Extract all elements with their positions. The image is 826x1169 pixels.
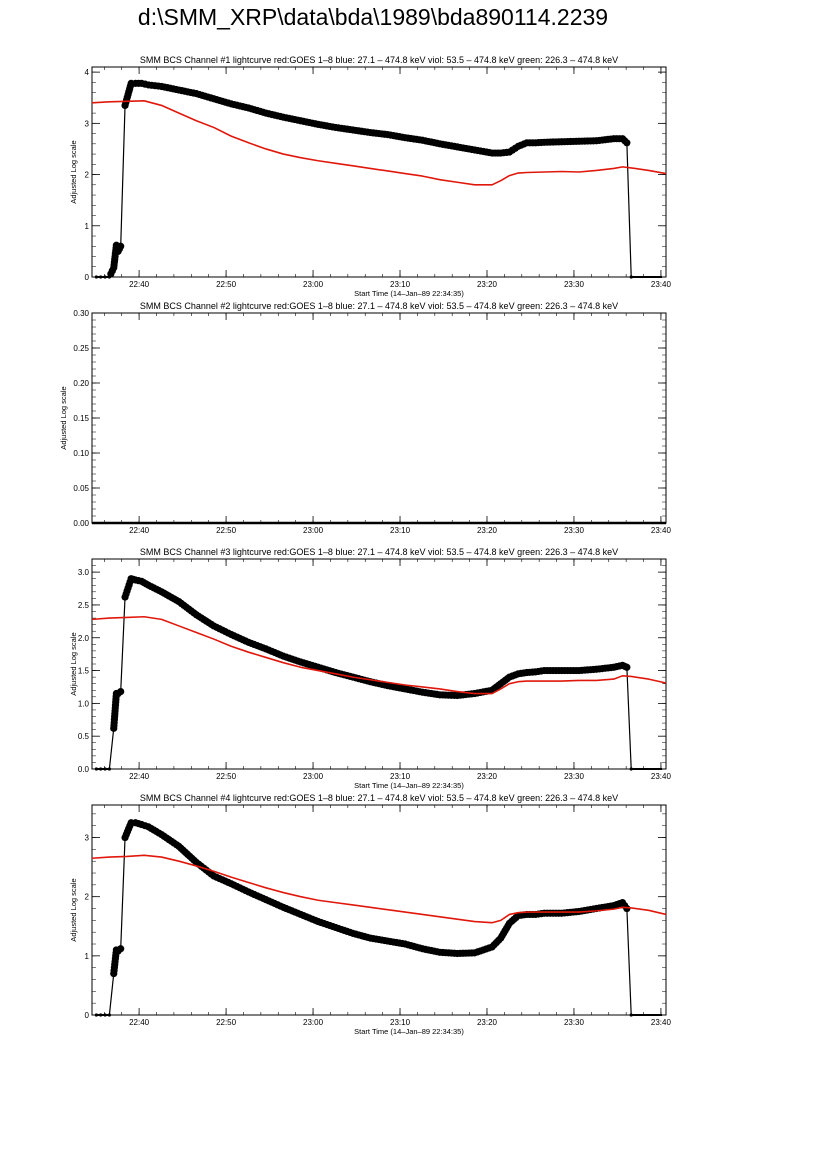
- x-tick-label-1-4: 23:20: [477, 280, 498, 289]
- x-tick-label-2-0: 22:40: [129, 526, 150, 535]
- x-tick-label-1-5: 23:30: [564, 280, 585, 289]
- series-line-4-0: [96, 822, 632, 1016]
- y-tick-label-3-1: 0.5: [78, 732, 90, 741]
- y-tick-label-3-5: 2.5: [78, 601, 90, 610]
- data-point: [117, 945, 125, 953]
- chart-panel-3: SMM BCS Channel #3 lightcurve red:GOES 1…: [69, 547, 671, 790]
- chart-panel-4: SMM BCS Channel #4 lightcurve red:GOES 1…: [69, 793, 671, 1036]
- y-tick-label-4-0: 0: [85, 1011, 90, 1020]
- x-tick-label-1-0: 22:40: [129, 280, 150, 289]
- y-tick-label-2-0: 0.00: [73, 519, 89, 528]
- x-axis-label-1: Start Time (14–Jan–89 22:34:35): [354, 289, 464, 298]
- y-tick-label-3-3: 1.5: [78, 667, 90, 676]
- x-tick-label-2-6: 23:40: [651, 526, 672, 535]
- series-line-1-1: [91, 100, 667, 186]
- chart-title-1: SMM BCS Channel #1 lightcurve red:GOES 1…: [140, 55, 618, 65]
- x-tick-label-2-1: 22:50: [216, 526, 237, 535]
- chart-panel-2: SMM BCS Channel #2 lightcurve red:GOES 1…: [59, 301, 671, 535]
- y-axis-label-2: Adjusted Log scale: [59, 386, 68, 449]
- x-tick-label-4-5: 23:30: [564, 1018, 585, 1027]
- x-tick-label-2-2: 23:00: [303, 526, 324, 535]
- plot-frame-2: [91, 312, 667, 524]
- y-tick-label-3-4: 2.0: [78, 634, 90, 643]
- x-tick-label-1-1: 22:50: [216, 280, 237, 289]
- x-tick-label-2-5: 23:30: [564, 526, 585, 535]
- x-tick-label-1-3: 23:10: [390, 280, 411, 289]
- y-tick-label-1-1: 1: [85, 222, 90, 231]
- x-tick-label-3-4: 23:20: [477, 772, 498, 781]
- x-tick-label-3-2: 23:00: [303, 772, 324, 781]
- y-tick-label-3-2: 1.0: [78, 699, 90, 708]
- y-tick-label-4-3: 3: [85, 834, 90, 843]
- plot-frame-4: [91, 804, 667, 1016]
- x-tick-label-3-1: 22:50: [216, 772, 237, 781]
- y-tick-label-2-3: 0.15: [73, 414, 89, 423]
- y-tick-label-2-6: 0.30: [73, 309, 89, 318]
- chart-title-4: SMM BCS Channel #4 lightcurve red:GOES 1…: [140, 793, 618, 803]
- y-axis-label-4: Adjusted Log scale: [69, 878, 78, 941]
- y-tick-label-1-0: 0: [85, 273, 90, 282]
- series-line-3-1: [91, 615, 667, 695]
- x-tick-label-4-2: 23:00: [303, 1018, 324, 1027]
- x-tick-label-3-6: 23:40: [651, 772, 672, 781]
- x-tick-label-4-6: 23:40: [651, 1018, 672, 1027]
- y-tick-label-1-2: 2: [85, 171, 90, 180]
- x-tick-label-3-5: 23:30: [564, 772, 585, 781]
- x-tick-label-4-0: 22:40: [129, 1018, 150, 1027]
- chart-title-3: SMM BCS Channel #3 lightcurve red:GOES 1…: [140, 547, 618, 557]
- data-point: [623, 663, 631, 671]
- data-point: [117, 242, 125, 250]
- y-tick-label-2-1: 0.05: [73, 484, 89, 493]
- y-tick-label-2-2: 0.10: [73, 449, 89, 458]
- y-tick-label-1-4: 4: [85, 68, 90, 77]
- y-tick-label-4-2: 2: [85, 893, 90, 902]
- y-tick-label-2-5: 0.25: [73, 344, 89, 353]
- x-tick-label-2-4: 23:20: [477, 526, 498, 535]
- data-point: [623, 139, 631, 147]
- chart-panel-1: SMM BCS Channel #1 lightcurve red:GOES 1…: [69, 55, 671, 298]
- y-tick-label-4-1: 1: [85, 952, 90, 961]
- x-tick-label-2-3: 23:10: [390, 526, 411, 535]
- y-axis-label-1: Adjusted Log scale: [69, 140, 78, 203]
- x-tick-label-4-3: 23:10: [390, 1018, 411, 1027]
- y-tick-label-2-4: 0.20: [73, 379, 89, 388]
- chart-title-2: SMM BCS Channel #2 lightcurve red:GOES 1…: [140, 301, 618, 311]
- page-title: d:\SMM_XRP\data\bda\1989\bda890114.2239: [137, 4, 609, 30]
- x-tick-label-4-1: 22:50: [216, 1018, 237, 1027]
- y-axis-label-3: Adjusted Log scale: [69, 632, 78, 695]
- y-tick-label-1-3: 3: [85, 119, 90, 128]
- y-tick-label-3-0: 0.0: [78, 765, 90, 774]
- data-point: [117, 687, 125, 696]
- plot-frame-1: [91, 66, 667, 278]
- x-axis-label-3: Start Time (14–Jan–89 22:34:35): [354, 781, 464, 790]
- x-axis-label-4: Start Time (14–Jan–89 22:34:35): [354, 1027, 464, 1036]
- x-tick-label-1-6: 23:40: [651, 280, 672, 289]
- x-tick-label-4-4: 23:20: [477, 1018, 498, 1027]
- x-tick-label-1-2: 23:00: [303, 280, 324, 289]
- y-tick-label-3-6: 3.0: [78, 568, 90, 577]
- x-tick-label-3-3: 23:10: [390, 772, 411, 781]
- series-line-4-1: [91, 854, 667, 924]
- x-tick-label-3-0: 22:40: [129, 772, 150, 781]
- plot-frame-3: [91, 558, 667, 770]
